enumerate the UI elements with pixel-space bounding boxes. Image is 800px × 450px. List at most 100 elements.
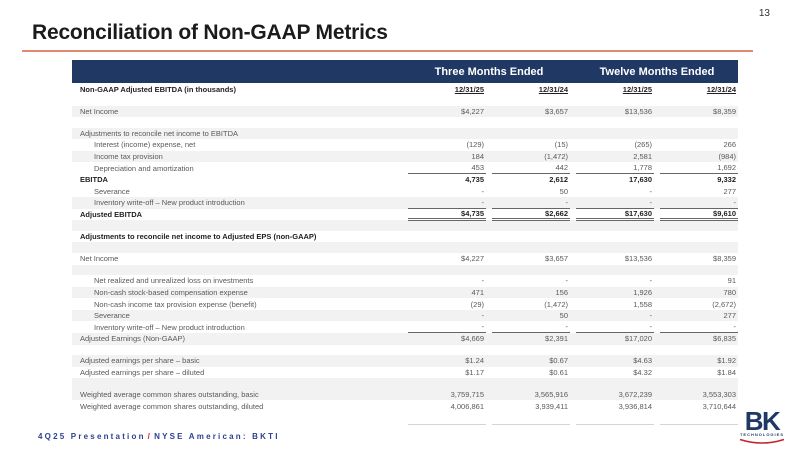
cell-value: $17,630	[576, 209, 654, 221]
cell-value: 277	[723, 311, 736, 321]
cell-value	[492, 423, 570, 428]
slide-title: Reconciliation of Non-GAAP Metrics	[32, 21, 388, 44]
group-header-twelve-months: Twelve Months Ended	[599, 65, 715, 78]
cell-value: $2,391	[545, 334, 568, 344]
row-label: Income tax provision	[94, 152, 163, 162]
row-label: Weighted average common shares outstandi…	[80, 390, 259, 400]
table-row-spacer	[72, 95, 738, 106]
cell-value: (1,472)	[544, 299, 568, 309]
table-row: Weighted average common shares outstandi…	[72, 388, 738, 401]
reconciliation-table: Three Months Ended Twelve Months Ended N…	[72, 60, 738, 428]
cell-value: 184	[471, 152, 484, 162]
cell-value: $8,359	[713, 254, 736, 264]
row-label: Adjusted earnings per share – diluted	[80, 367, 205, 377]
cell-value: 91	[727, 276, 736, 286]
table-row: Non-cash income tax provision expense (b…	[72, 298, 738, 310]
cell-value: -	[576, 197, 654, 209]
cell-value: -	[660, 197, 738, 209]
cell-value: 471	[471, 287, 484, 297]
column-header-date: 12/31/24	[538, 84, 568, 94]
row-label: EBITDA	[80, 175, 108, 185]
cell-value: 2,612	[549, 175, 568, 185]
cell-value: $1.24	[465, 356, 484, 366]
cell-value: $1.17	[465, 367, 484, 377]
table-row: Severance - 50 - 277	[72, 186, 738, 198]
cell-value: $3,657	[545, 254, 568, 264]
cell-value: 266	[723, 140, 736, 150]
cell-value: -	[492, 321, 570, 333]
cell-value: -	[481, 276, 485, 286]
table-row-spacer	[72, 264, 738, 276]
footer-ticker: 4Q25 Presentation / NYSE American: BKTI	[38, 432, 280, 441]
table-row: Adjusted EBITDA $4,735 $2,662 $17,630 $9,610	[72, 209, 738, 221]
cell-value: (2,672)	[712, 299, 736, 309]
table-column-header-row: Non-GAAP Adjusted EBITDA (in thousands) 1…	[72, 83, 738, 95]
cell-value: $9,610	[660, 209, 738, 221]
cell-value: $13,536	[624, 106, 652, 116]
table-row: Income tax provision 184 (1,472) 2,581 (984)	[72, 150, 738, 163]
table-header-bar: Three Months Ended Twelve Months Ended	[72, 60, 738, 83]
row-label: Adjusted EBITDA	[80, 210, 143, 220]
table-row-spacer	[72, 345, 738, 356]
table-row-spacer	[72, 117, 738, 128]
row-label: Net Income	[80, 254, 119, 264]
cell-value	[576, 231, 654, 243]
cell-value: 9,332	[717, 175, 736, 185]
cell-value: (15)	[554, 140, 568, 150]
cell-value: -	[660, 321, 738, 333]
row-label: Severance	[94, 311, 130, 321]
row-label: Non-cash income tax provision expense (b…	[94, 299, 257, 309]
table-row: Adjusted earnings per share – diluted $1.…	[72, 367, 738, 379]
footer-exchange-label: NYSE American: BKTI	[154, 432, 280, 441]
cell-value: $2,662	[492, 209, 570, 221]
bk-technologies-logo: BK TECHNOLOGIES	[736, 408, 788, 445]
cell-value	[408, 128, 486, 140]
title-underline	[22, 50, 753, 52]
row-label: Depreciation and amortization	[94, 163, 194, 173]
cell-value: 3,565,916	[534, 390, 568, 400]
cell-value	[408, 423, 486, 428]
cell-value: 3,759,715	[450, 390, 484, 400]
logo-red-swoosh-icon	[739, 438, 785, 444]
cell-value: $4,669	[461, 334, 484, 344]
cell-value: $4,227	[461, 106, 484, 116]
cell-value: $4.63	[633, 356, 652, 366]
table-row: Adjusted Earnings (Non-GAAP) $4,669 $2,391…	[72, 333, 738, 345]
row-label: Adjustments to reconcile net income to A…	[80, 232, 317, 242]
cell-value	[492, 128, 570, 140]
cell-value: 156	[555, 287, 568, 297]
page-number: 13	[758, 8, 770, 19]
cell-value: 1,926	[633, 287, 652, 297]
cell-value: 3,936,814	[618, 401, 652, 411]
cell-value: 277	[723, 186, 736, 196]
cell-value: $1.92	[717, 356, 736, 366]
table-row: Net Income $4,227 $3,657 $13,536 $8,359	[72, 253, 738, 265]
cell-value: -	[492, 197, 570, 209]
table-row: Net Income $4,227 $3,657 $13,536 $8,359	[72, 105, 738, 118]
cell-value: 17,630	[629, 175, 652, 185]
table-row: Net realized and unrealized loss on inve…	[72, 275, 738, 287]
cell-value	[660, 128, 738, 140]
cell-value	[660, 231, 738, 243]
cell-value: (1,472)	[544, 152, 568, 162]
cell-value: 3,939,411	[535, 401, 568, 411]
cell-value	[576, 423, 654, 428]
cell-value: $13,536	[624, 254, 652, 264]
cell-value: 3,553,303	[702, 390, 736, 400]
cell-value: $1.84	[717, 367, 736, 377]
cell-value: 780	[723, 287, 736, 297]
row-label: Inventory write-off – New product introd…	[94, 198, 245, 208]
row-label: Adjusted earnings per share – basic	[80, 356, 200, 366]
column-header-date: 12/31/25	[454, 84, 484, 94]
cell-value: 1,778	[576, 162, 654, 174]
table-row: EBITDA 4,735 2,612 17,630 9,332	[72, 174, 738, 186]
cell-value: -	[408, 197, 486, 209]
cell-value: -	[481, 186, 485, 196]
row-label: Interest (income) expense, net	[94, 140, 196, 150]
row-label: Severance	[94, 186, 130, 196]
table-row: Adjustments to reconcile net income to A…	[72, 231, 738, 243]
cell-value	[408, 231, 486, 243]
row-label: Weighted average common shares outstandi…	[80, 401, 264, 411]
cell-value: 1,558	[633, 299, 652, 309]
